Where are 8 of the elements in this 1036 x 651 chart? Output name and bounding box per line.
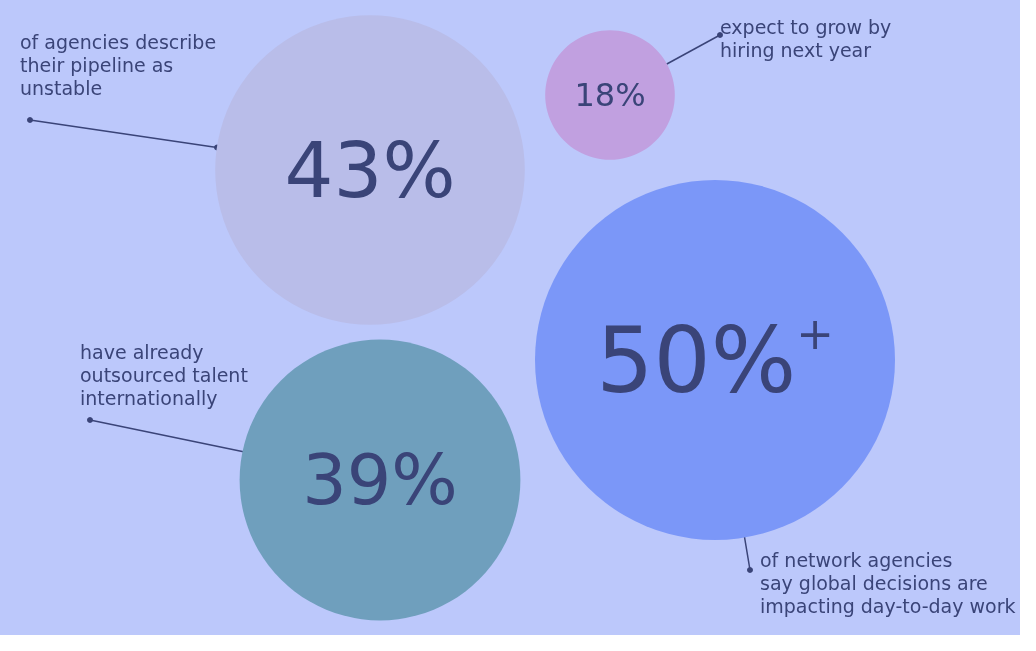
data-label: 39% — [302, 439, 458, 521]
category-label: of agencies describe their pipeline as unstable — [20, 30, 217, 99]
category-label: have already outsourced talent internationally — [80, 340, 248, 409]
category-label: of network agencies say global decisions are impacting day-to-day work — [760, 548, 1016, 617]
data-label: 18% — [574, 76, 646, 114]
data-label: 50%+ — [596, 306, 834, 413]
data-label: 43% — [284, 125, 456, 215]
category-label: expect to grow by hiring next year — [720, 15, 892, 61]
